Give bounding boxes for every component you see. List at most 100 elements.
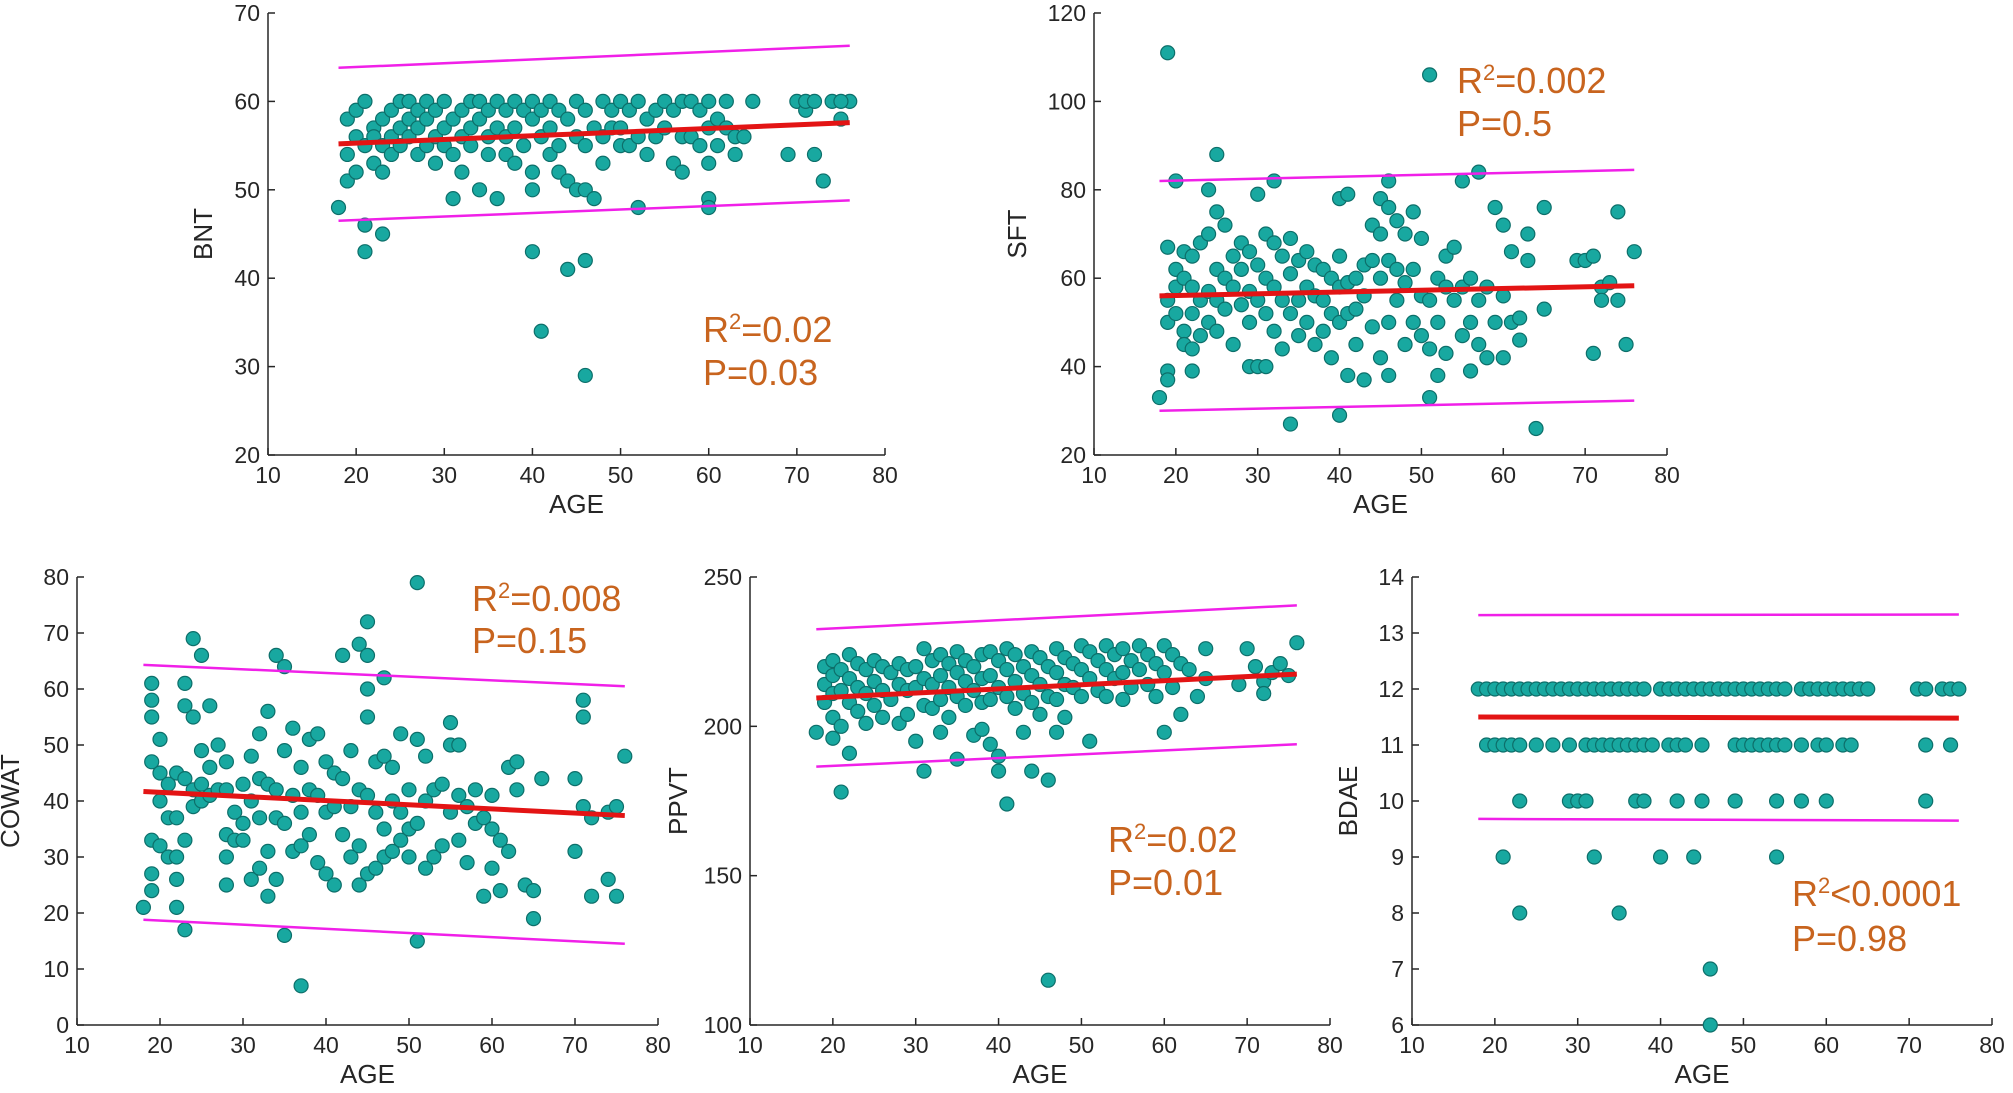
x-tick-label: 20 xyxy=(343,462,369,488)
data-point xyxy=(1487,314,1503,330)
y-tick-label: 80 xyxy=(1060,177,1086,203)
data-point xyxy=(1160,45,1176,61)
x-tick-label: 30 xyxy=(903,1032,929,1058)
data-point xyxy=(692,138,708,154)
data-point xyxy=(1536,199,1552,216)
data-point xyxy=(1644,737,1660,753)
regression-fit-line xyxy=(1478,714,1959,721)
data-point xyxy=(285,720,301,736)
data-point xyxy=(1250,257,1266,273)
y-tick-label: 20 xyxy=(1060,442,1086,468)
data-point xyxy=(476,888,492,904)
data-point xyxy=(1282,266,1299,282)
data-point xyxy=(152,765,168,781)
regression-fit-line xyxy=(1159,283,1635,299)
data-point xyxy=(1184,305,1200,322)
data-point xyxy=(1495,350,1511,366)
data-point xyxy=(1057,709,1073,725)
data-point xyxy=(932,667,949,684)
data-point xyxy=(276,742,293,759)
data-point xyxy=(357,244,373,260)
data-point xyxy=(1520,226,1536,242)
data-point xyxy=(1405,261,1421,277)
data-point xyxy=(1422,341,1438,357)
data-point xyxy=(1315,292,1331,308)
data-point xyxy=(492,832,508,848)
r-squared-value: =0.02 xyxy=(1146,819,1237,860)
data-point xyxy=(1307,336,1323,353)
y-tick-label: 40 xyxy=(234,265,260,291)
data-point xyxy=(384,759,400,776)
data-point xyxy=(1702,961,1718,977)
x-tick-label: 10 xyxy=(1399,1032,1425,1058)
data-point xyxy=(348,164,364,180)
data-point xyxy=(1372,270,1389,286)
x-tick-label: 80 xyxy=(1654,462,1680,488)
upper-bound-line xyxy=(338,44,850,70)
upper-bound-line xyxy=(1159,168,1635,183)
data-point xyxy=(144,882,160,899)
y-tick-label: 10 xyxy=(1378,788,1404,814)
data-point xyxy=(1843,737,1859,753)
y-tick-label: 60 xyxy=(234,88,260,114)
data-point xyxy=(577,367,593,384)
data-point xyxy=(318,866,334,882)
data-point xyxy=(310,854,326,871)
data-point xyxy=(384,843,400,860)
chart-ppvt: 10 20 30 40 50 60 70 80 100 150 200 250 AGE PPVT R2=0.… xyxy=(663,564,1343,1089)
data-point xyxy=(1397,275,1413,291)
r-squared-exponent: 2 xyxy=(1818,873,1830,898)
x-tick-label: 40 xyxy=(1327,462,1353,488)
data-point xyxy=(501,843,517,860)
data-point xyxy=(451,787,467,804)
data-point xyxy=(1024,763,1040,779)
data-point xyxy=(1918,681,1934,697)
upper-bound-line xyxy=(143,663,625,688)
data-point xyxy=(1258,359,1274,375)
data-point xyxy=(374,226,391,242)
y-axis-label: COWAT xyxy=(0,754,25,848)
x-tick-label: 60 xyxy=(1813,1032,1839,1058)
data-point xyxy=(1258,305,1274,322)
data-point xyxy=(1397,336,1413,353)
data-point xyxy=(990,763,1007,779)
data-point xyxy=(1610,292,1626,308)
data-point xyxy=(524,182,541,198)
data-point xyxy=(235,832,251,848)
data-point xyxy=(484,860,500,876)
x-tick-label: 30 xyxy=(1245,462,1271,488)
x-tick-label: 60 xyxy=(479,1032,505,1058)
data-point xyxy=(1160,372,1176,388)
data-point xyxy=(169,810,185,826)
data-point xyxy=(850,703,866,720)
data-point xyxy=(357,217,373,233)
y-tick-label: 30 xyxy=(43,844,69,870)
data-point xyxy=(1274,248,1290,264)
data-point xyxy=(1266,323,1282,339)
y-tick-label: 10 xyxy=(43,956,69,982)
data-point xyxy=(617,748,633,764)
data-point xyxy=(1686,849,1702,865)
y-tick-label: 60 xyxy=(1060,265,1086,291)
data-point xyxy=(1007,700,1023,717)
x-tick-label: 10 xyxy=(64,1032,90,1058)
data-point xyxy=(999,688,1015,705)
data-point xyxy=(268,647,284,664)
data-point xyxy=(293,978,309,994)
data-point xyxy=(595,155,611,171)
data-point xyxy=(1768,849,1785,865)
p-value-label: P=0.03 xyxy=(703,352,818,393)
y-tick-label: 8 xyxy=(1391,900,1404,926)
data-point xyxy=(185,709,201,725)
data-point xyxy=(507,155,523,171)
x-tick-label: 20 xyxy=(1163,462,1189,488)
x-tick-label: 10 xyxy=(255,462,281,488)
data-point xyxy=(577,102,593,118)
data-point xyxy=(459,854,475,871)
r-squared-exponent: 2 xyxy=(498,578,510,603)
data-point xyxy=(1611,905,1627,921)
y-tick-label: 80 xyxy=(43,564,69,590)
data-point xyxy=(1413,328,1430,344)
data-point xyxy=(551,138,567,154)
